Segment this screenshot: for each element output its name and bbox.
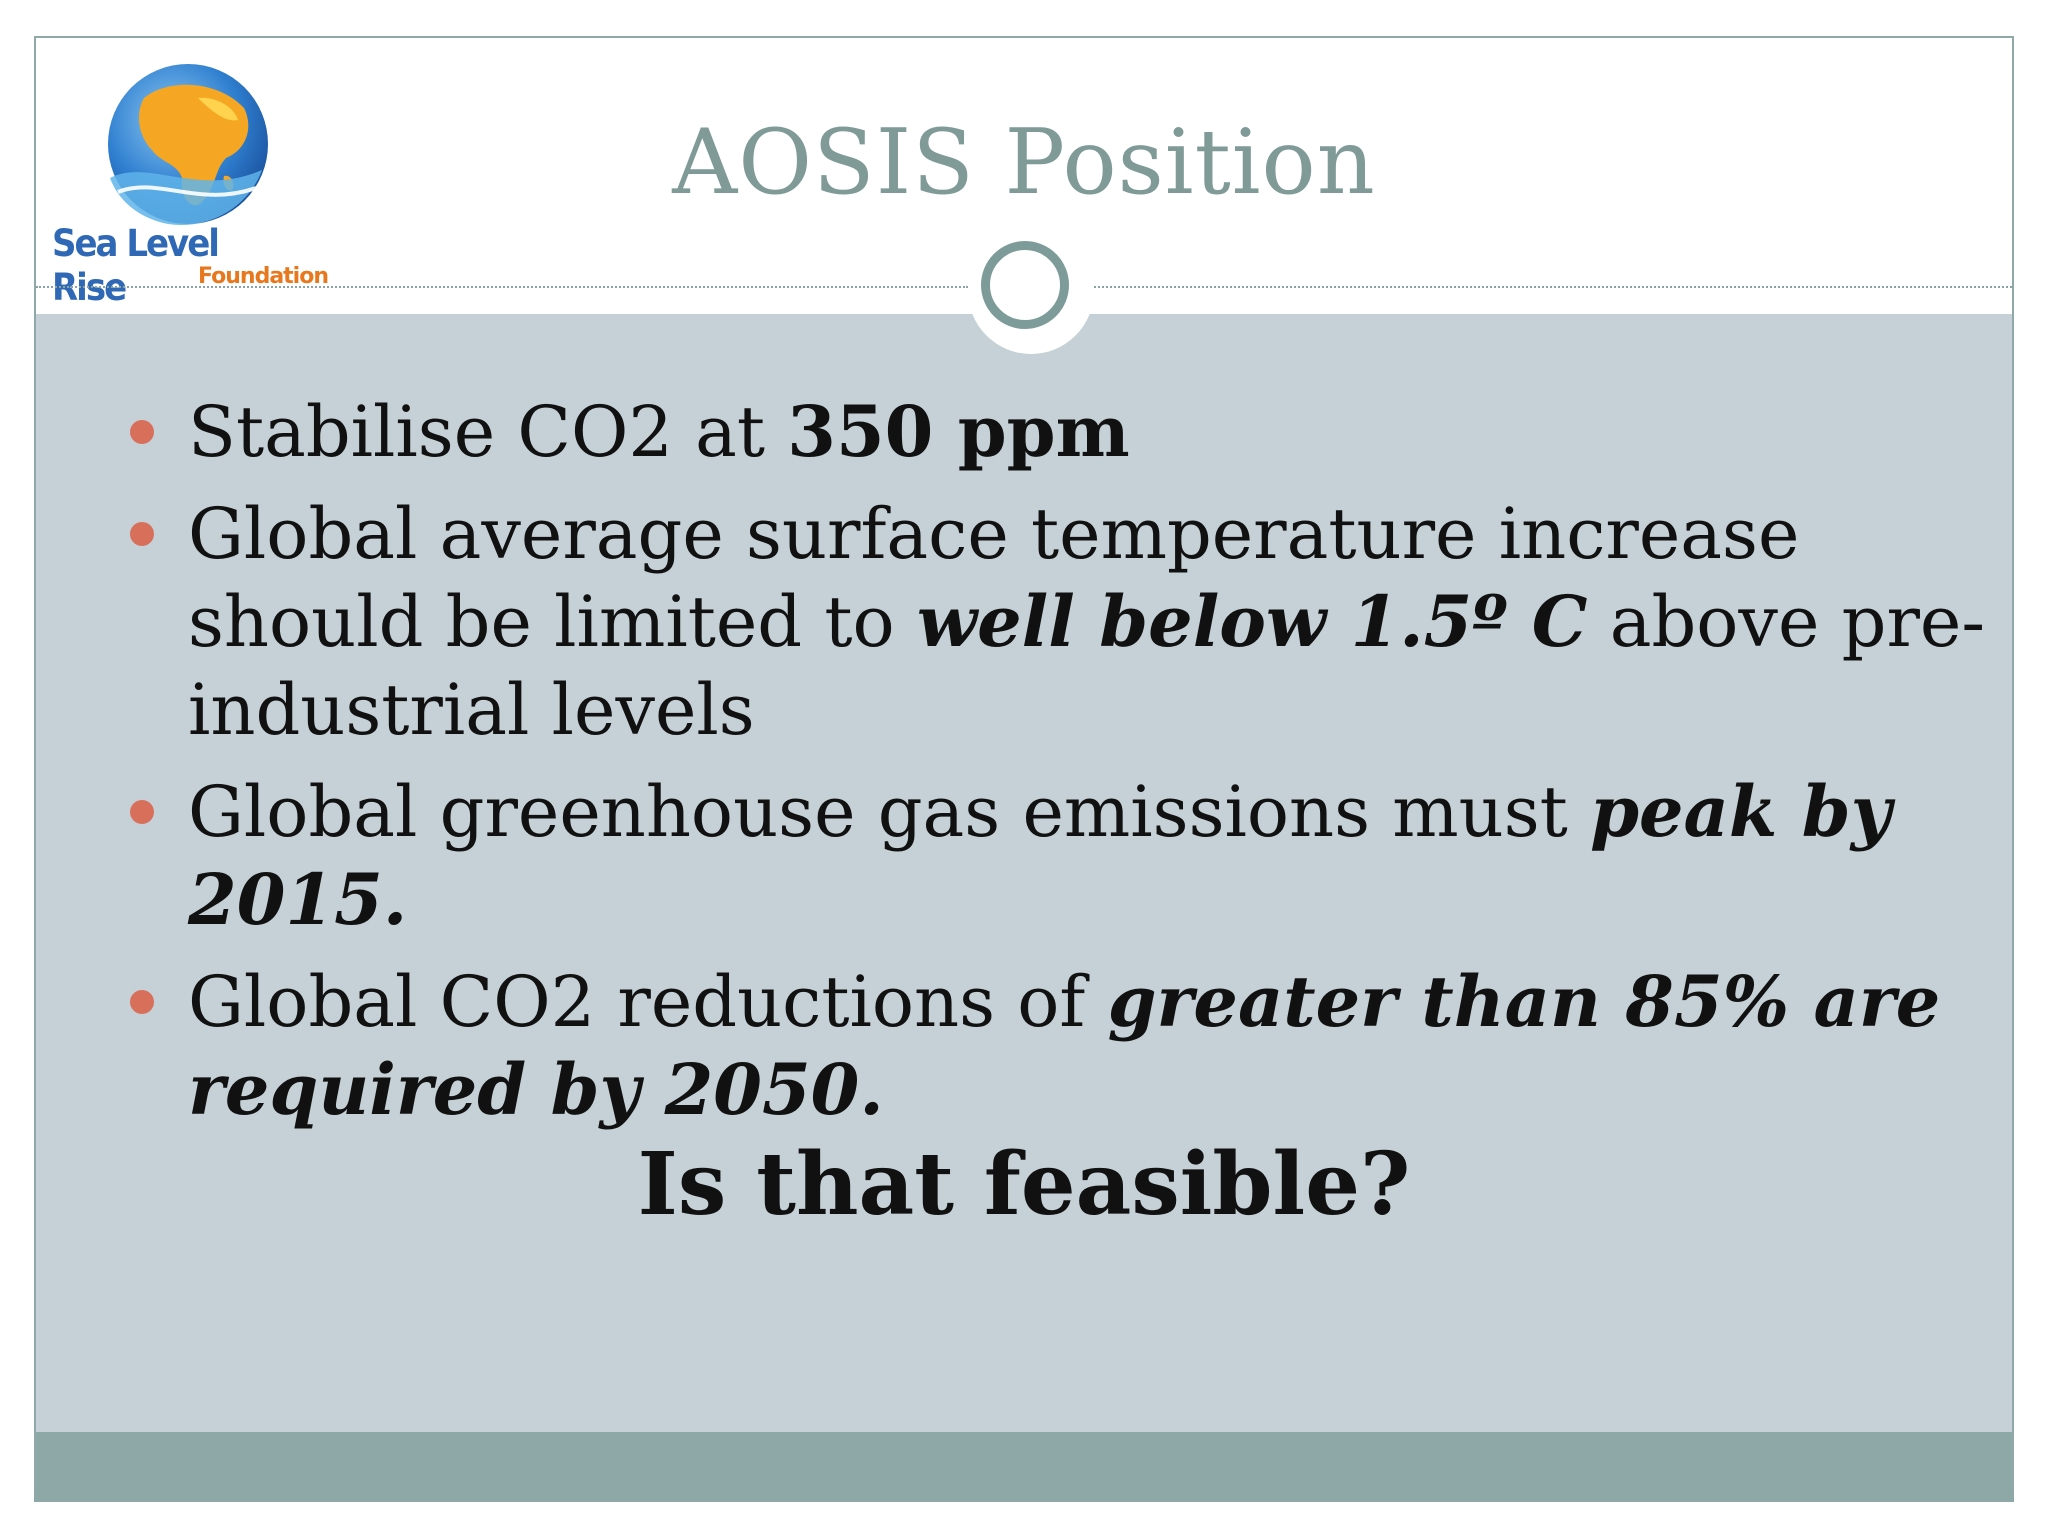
logo-text-line1: Sea Level Rise xyxy=(52,222,220,310)
bullet-text: Stabilise CO2 at xyxy=(188,391,788,473)
bullet-item: Stabilise CO2 at 350 ppm xyxy=(130,388,1990,476)
bullet-emphasis: well below 1.5º C xyxy=(916,580,1588,663)
circle-ornament-icon xyxy=(968,228,1094,354)
bullet-emphasis: peak by 2015. xyxy=(188,770,1892,941)
slide: Sea Level Rise Foundation AOSIS Position… xyxy=(34,36,2014,1502)
globe-icon xyxy=(108,64,268,225)
title-divider-left xyxy=(36,286,968,288)
footer-bar xyxy=(36,1432,2012,1500)
bullet-emphasis: greater than 85% are required by 2050. xyxy=(188,960,1941,1131)
bullet-text: Global average surface temperature incre… xyxy=(188,493,1800,663)
logo-text-line2: Foundation xyxy=(198,264,329,289)
slide-title: AOSIS Position xyxy=(672,110,1376,215)
bullet-text: Global CO2 reductions of xyxy=(188,961,1108,1043)
title-divider-right xyxy=(1094,286,2012,288)
sea-level-rise-logo: Sea Level Rise Foundation xyxy=(48,58,329,310)
bullet-text: above pre-industrial levels xyxy=(188,581,1985,751)
bullet-text: Global greenhouse gas emissions must xyxy=(188,771,1591,853)
bullet-item: Global greenhouse gas emissions must pea… xyxy=(130,768,1990,944)
bullet-emphasis: 350 ppm xyxy=(787,390,1130,473)
bullet-item: Global average surface temperature incre… xyxy=(130,490,1990,754)
bullet-item: Global CO2 reductions of greater than 85… xyxy=(130,958,1990,1134)
bullet-list: Stabilise CO2 at 350 ppm Global average s… xyxy=(130,388,1990,1148)
content-panel xyxy=(36,314,2012,1432)
closing-question: Is that feasible? xyxy=(637,1134,1411,1235)
